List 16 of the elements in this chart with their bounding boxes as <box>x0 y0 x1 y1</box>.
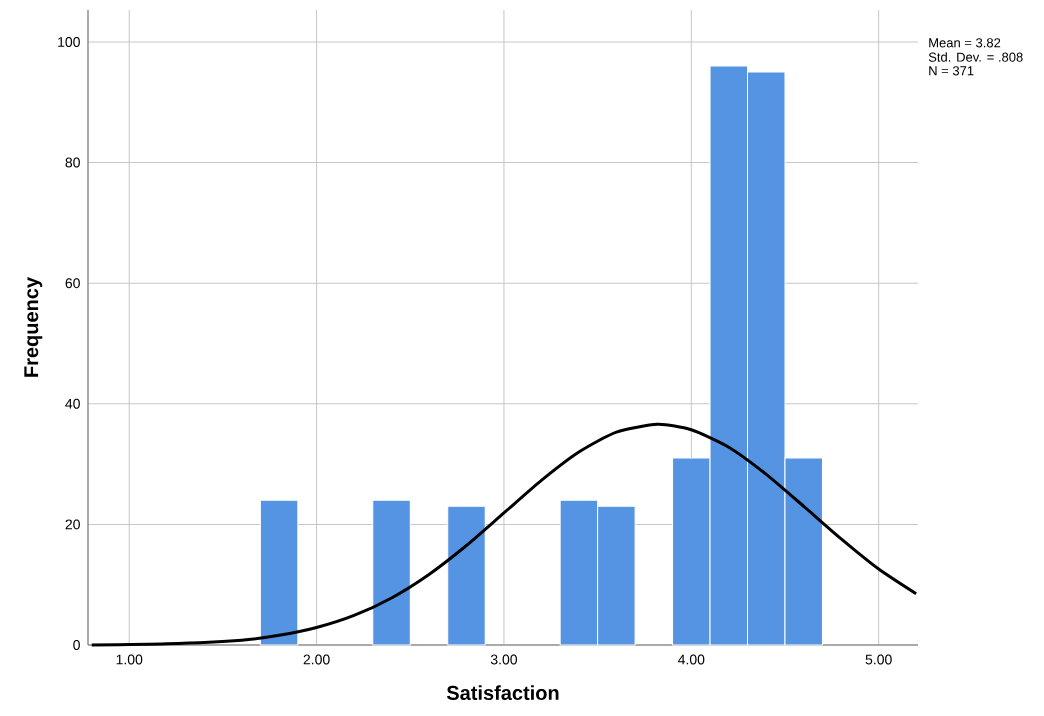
x-tick-label: 1.00 <box>116 654 143 665</box>
y-tick-label: 80 <box>65 157 80 168</box>
x-tick-label: 5.00 <box>865 654 892 665</box>
y-tick-label: 40 <box>65 398 80 409</box>
y-axis-title: Frequency <box>24 277 43 377</box>
y-tick-label: 20 <box>65 519 80 530</box>
x-tick-label: 3.00 <box>490 654 518 665</box>
x-tick-label: 2.00 <box>303 654 330 665</box>
text: Mean = 3.82 <box>929 38 1001 48</box>
text: N = 371 <box>929 66 974 76</box>
y-tick-label: 100 <box>58 36 80 47</box>
y-tick-label: 0 <box>73 640 80 650</box>
x-axis-title: Satisfaction <box>446 685 559 700</box>
y-tick-label: 60 <box>65 278 80 289</box>
text: Std. Dev. = .808 <box>928 52 1023 62</box>
x-tick-label: 4.00 <box>677 654 705 665</box>
